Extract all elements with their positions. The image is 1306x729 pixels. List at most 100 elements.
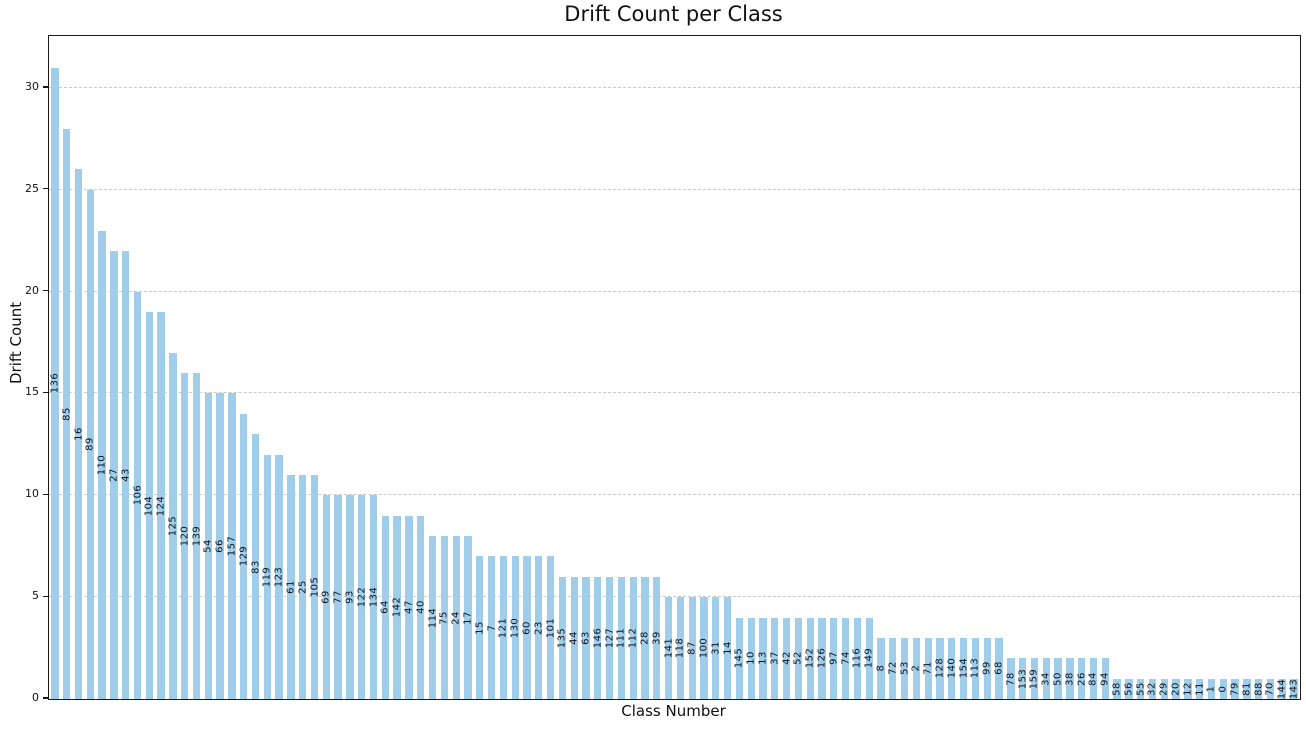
bar-label-81: 81 bbox=[1241, 681, 1253, 696]
bar-label-43: 43 bbox=[120, 468, 132, 482]
bar-class-85: 85 bbox=[61, 128, 72, 699]
gridline-y-10 bbox=[49, 494, 1300, 496]
bar-class-26: 26 bbox=[1076, 658, 1087, 699]
bar-label-27: 27 bbox=[108, 468, 120, 482]
bar-class-116: 116 bbox=[852, 617, 863, 699]
bar-class-105: 105 bbox=[309, 474, 320, 699]
bar-label-136: 136 bbox=[49, 372, 61, 394]
bar-class-37: 37 bbox=[769, 617, 781, 699]
bar-class-50: 50 bbox=[1052, 658, 1064, 699]
bar-label-146: 146 bbox=[592, 627, 604, 649]
bar-class-128: 128 bbox=[935, 637, 946, 699]
bar-label-2: 2 bbox=[910, 665, 922, 672]
bar-label-75: 75 bbox=[438, 610, 450, 625]
ytick-label-30: 30 bbox=[25, 79, 39, 93]
bar-class-24: 24 bbox=[450, 536, 462, 699]
bar-label-10: 10 bbox=[745, 651, 757, 666]
bar-class-11: 11 bbox=[1194, 678, 1206, 699]
bar-class-58: 58 bbox=[1111, 678, 1123, 699]
bar-label-64: 64 bbox=[379, 600, 391, 615]
bar-label-37: 37 bbox=[769, 651, 781, 666]
bar-label-78: 78 bbox=[1005, 671, 1017, 686]
bar-label-124: 124 bbox=[155, 495, 167, 516]
bar-class-121: 121 bbox=[498, 556, 509, 699]
ytick-label-10: 10 bbox=[25, 487, 39, 501]
gridline-y-15 bbox=[49, 392, 1300, 394]
bar-class-79: 79 bbox=[1229, 678, 1241, 699]
bar-class-97: 97 bbox=[828, 617, 840, 699]
bar-class-110: 110 bbox=[96, 230, 108, 699]
bar-class-56: 56 bbox=[1123, 678, 1134, 699]
bar-label-58: 58 bbox=[1111, 681, 1123, 696]
bar-class-87: 87 bbox=[687, 597, 698, 699]
bar-class-20: 20 bbox=[1171, 678, 1182, 699]
bar-label-154: 154 bbox=[958, 658, 970, 679]
ytick-label-25: 25 bbox=[25, 181, 39, 195]
bar-label-29: 29 bbox=[1158, 681, 1170, 696]
bar-label-122: 122 bbox=[356, 586, 368, 608]
bar-class-154: 154 bbox=[958, 637, 970, 699]
bar-class-38: 38 bbox=[1064, 658, 1076, 699]
bar-class-53: 53 bbox=[899, 637, 910, 699]
bar-label-127: 127 bbox=[604, 627, 616, 649]
ytick-mark-10 bbox=[43, 493, 48, 495]
bar-label-38: 38 bbox=[1064, 671, 1076, 686]
bar-label-93: 93 bbox=[344, 590, 356, 605]
bar-class-112: 112 bbox=[628, 576, 639, 699]
ytick-label-0: 0 bbox=[32, 691, 39, 704]
bar-class-100: 100 bbox=[699, 597, 710, 699]
bar-label-79: 79 bbox=[1229, 681, 1241, 696]
bar-class-99: 99 bbox=[982, 637, 993, 699]
ytick-mark-5 bbox=[43, 595, 48, 597]
bar-class-136: 136 bbox=[49, 67, 61, 699]
bar-class-68: 68 bbox=[993, 637, 1005, 699]
bar-label-34: 34 bbox=[1040, 671, 1052, 686]
bar-class-153: 153 bbox=[1017, 658, 1028, 699]
bar-label-28: 28 bbox=[639, 631, 651, 645]
bar-label-1: 1 bbox=[1205, 685, 1217, 693]
ytick-mark-30 bbox=[43, 86, 48, 88]
bar-label-12: 12 bbox=[1182, 681, 1194, 696]
bar-label-110: 110 bbox=[96, 454, 108, 476]
bar-class-93: 93 bbox=[344, 495, 356, 699]
bar-label-69: 69 bbox=[320, 590, 332, 605]
bar-label-44: 44 bbox=[568, 631, 580, 645]
bar-label-126: 126 bbox=[816, 647, 828, 669]
bar-class-152: 152 bbox=[805, 617, 816, 699]
bar-class-140: 140 bbox=[946, 637, 958, 699]
bar-class-120: 120 bbox=[179, 373, 190, 699]
bar-class-47: 47 bbox=[403, 515, 414, 699]
gridline-y-5 bbox=[49, 596, 1300, 598]
bar-class-104: 104 bbox=[143, 312, 155, 699]
bar-class-123: 123 bbox=[274, 454, 285, 699]
bar-label-15: 15 bbox=[474, 620, 486, 635]
bar-label-31: 31 bbox=[710, 641, 722, 655]
bar-class-12: 12 bbox=[1182, 678, 1194, 699]
bar-label-68: 68 bbox=[993, 661, 1005, 676]
bar-class-126: 126 bbox=[816, 617, 828, 699]
bar-label-24: 24 bbox=[450, 610, 462, 625]
bar-class-55: 55 bbox=[1135, 678, 1146, 699]
bar-class-28: 28 bbox=[639, 576, 651, 699]
bar-label-11: 11 bbox=[1194, 681, 1206, 696]
bar-label-104: 104 bbox=[143, 495, 155, 516]
bar-label-40: 40 bbox=[415, 600, 427, 615]
ytick-label-20: 20 bbox=[25, 283, 39, 297]
bar-label-139: 139 bbox=[191, 525, 203, 547]
bar-label-140: 140 bbox=[946, 658, 958, 679]
gridline-y-20 bbox=[49, 290, 1300, 292]
bar-class-75: 75 bbox=[438, 536, 450, 699]
bar-label-50: 50 bbox=[1052, 671, 1064, 686]
bar-class-1: 1 bbox=[1205, 678, 1217, 699]
bar-label-157: 157 bbox=[226, 535, 238, 557]
ytick-mark-15 bbox=[43, 391, 48, 394]
bar-class-111: 111 bbox=[616, 576, 627, 699]
bar-label-97: 97 bbox=[828, 651, 840, 666]
bar-class-61: 61 bbox=[285, 474, 297, 699]
bar-label-71: 71 bbox=[922, 661, 934, 676]
bar-class-27: 27 bbox=[108, 250, 120, 699]
bar-class-40: 40 bbox=[415, 515, 427, 699]
bar-class-127: 127 bbox=[604, 576, 616, 699]
bar-label-61: 61 bbox=[285, 580, 297, 594]
bar-label-72: 72 bbox=[887, 661, 899, 676]
